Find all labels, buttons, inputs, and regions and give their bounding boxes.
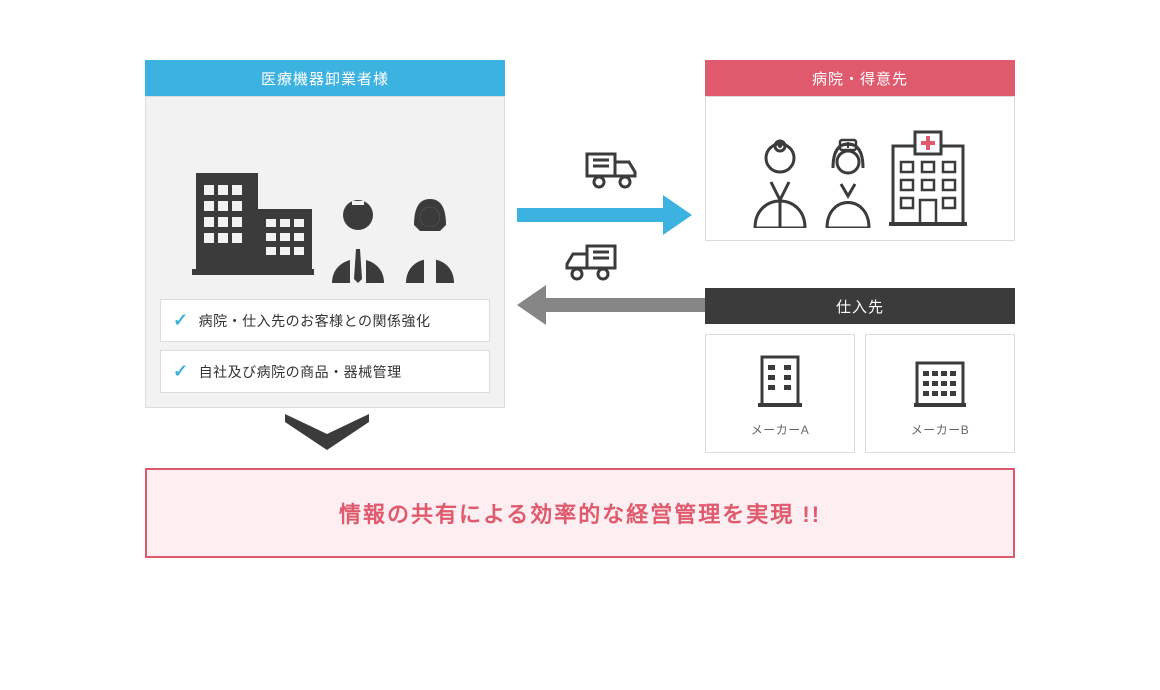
truck-left-icon xyxy=(563,244,617,282)
supplier-body: メーカーA メーカーB xyxy=(705,334,1015,453)
maker-card: メーカーA xyxy=(705,334,855,453)
hospital-body xyxy=(705,96,1015,241)
check-item: ✓ 自社及び病院の商品・器械管理 xyxy=(160,350,490,393)
wholesaler-block: 医療機器卸業者様 xyxy=(145,60,505,408)
check-icon: ✓ xyxy=(173,361,189,382)
wholesaler-header: 医療機器卸業者様 xyxy=(145,60,505,96)
supplier-header: 仕入先 xyxy=(705,288,1015,324)
check-icon: ✓ xyxy=(173,310,189,331)
wholesaler-body: ✓ 病院・仕入先のお客様との関係強化 ✓ 自社及び病院の商品・器械管理 xyxy=(145,96,505,408)
wholesaler-icons xyxy=(160,115,490,283)
arrow-left-icon xyxy=(517,285,705,325)
chevron-down-icon xyxy=(285,414,369,454)
nurse-icon xyxy=(819,138,877,228)
businessman-icon xyxy=(326,195,390,283)
doctor-icon xyxy=(749,138,811,228)
maker-label: メーカーA xyxy=(751,421,810,438)
office-buildings-icon xyxy=(188,163,318,283)
truck-right-icon xyxy=(585,152,639,190)
check-text: 病院・仕入先のお客様との関係強化 xyxy=(199,311,431,331)
factory-a-icon xyxy=(756,353,804,409)
result-text: 情報の共有による効率的な経営管理を実現 !! xyxy=(339,497,821,529)
businesswoman-icon xyxy=(398,195,462,283)
supplier-block: 仕入先 メーカーA xyxy=(705,288,1015,453)
factory-b-icon xyxy=(913,353,967,409)
maker-label: メーカーB xyxy=(911,421,970,438)
check-text: 自社及び病院の商品・器械管理 xyxy=(199,362,402,382)
hospital-block: 病院・得意先 xyxy=(705,60,1015,241)
hospital-building-icon xyxy=(885,128,971,228)
hospital-header: 病院・得意先 xyxy=(705,60,1015,96)
check-item: ✓ 病院・仕入先のお客様との関係強化 xyxy=(160,299,490,342)
maker-card: メーカーB xyxy=(865,334,1015,453)
arrow-right-icon xyxy=(517,195,692,235)
result-banner: 情報の共有による効率的な経営管理を実現 !! xyxy=(145,468,1015,558)
